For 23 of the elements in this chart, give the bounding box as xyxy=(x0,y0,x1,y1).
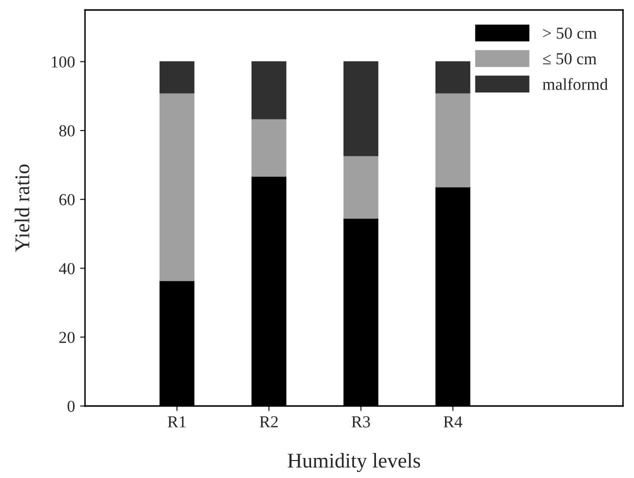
bar xyxy=(252,118,286,177)
bar xyxy=(252,61,286,120)
y-axis-title: Yield ratio xyxy=(14,164,30,252)
legend-label: ≤ 50 cm xyxy=(542,53,597,64)
bar xyxy=(435,61,470,94)
x-tick-label: R1 xyxy=(168,416,186,428)
x-tick-label: R4 xyxy=(444,416,462,428)
y-tick-label: 80 xyxy=(59,125,75,136)
y-tick-label: 60 xyxy=(59,194,75,206)
bar xyxy=(160,61,194,94)
x-tick-label: R2 xyxy=(260,416,278,428)
legend-label: > 50 cm xyxy=(543,28,597,39)
bar xyxy=(435,92,470,188)
x-axis-title: Humidity levels xyxy=(288,453,420,472)
bar xyxy=(343,61,378,156)
y-tick-label: 100 xyxy=(52,56,75,68)
x-tick-label: R3 xyxy=(352,416,370,428)
legend-label: malformd xyxy=(542,78,608,90)
y-tick-label: 40 xyxy=(58,262,75,274)
bar xyxy=(343,155,378,219)
bar xyxy=(160,92,194,282)
y-tick-label: 20 xyxy=(59,332,75,344)
y-tick-label: 0 xyxy=(68,400,75,412)
